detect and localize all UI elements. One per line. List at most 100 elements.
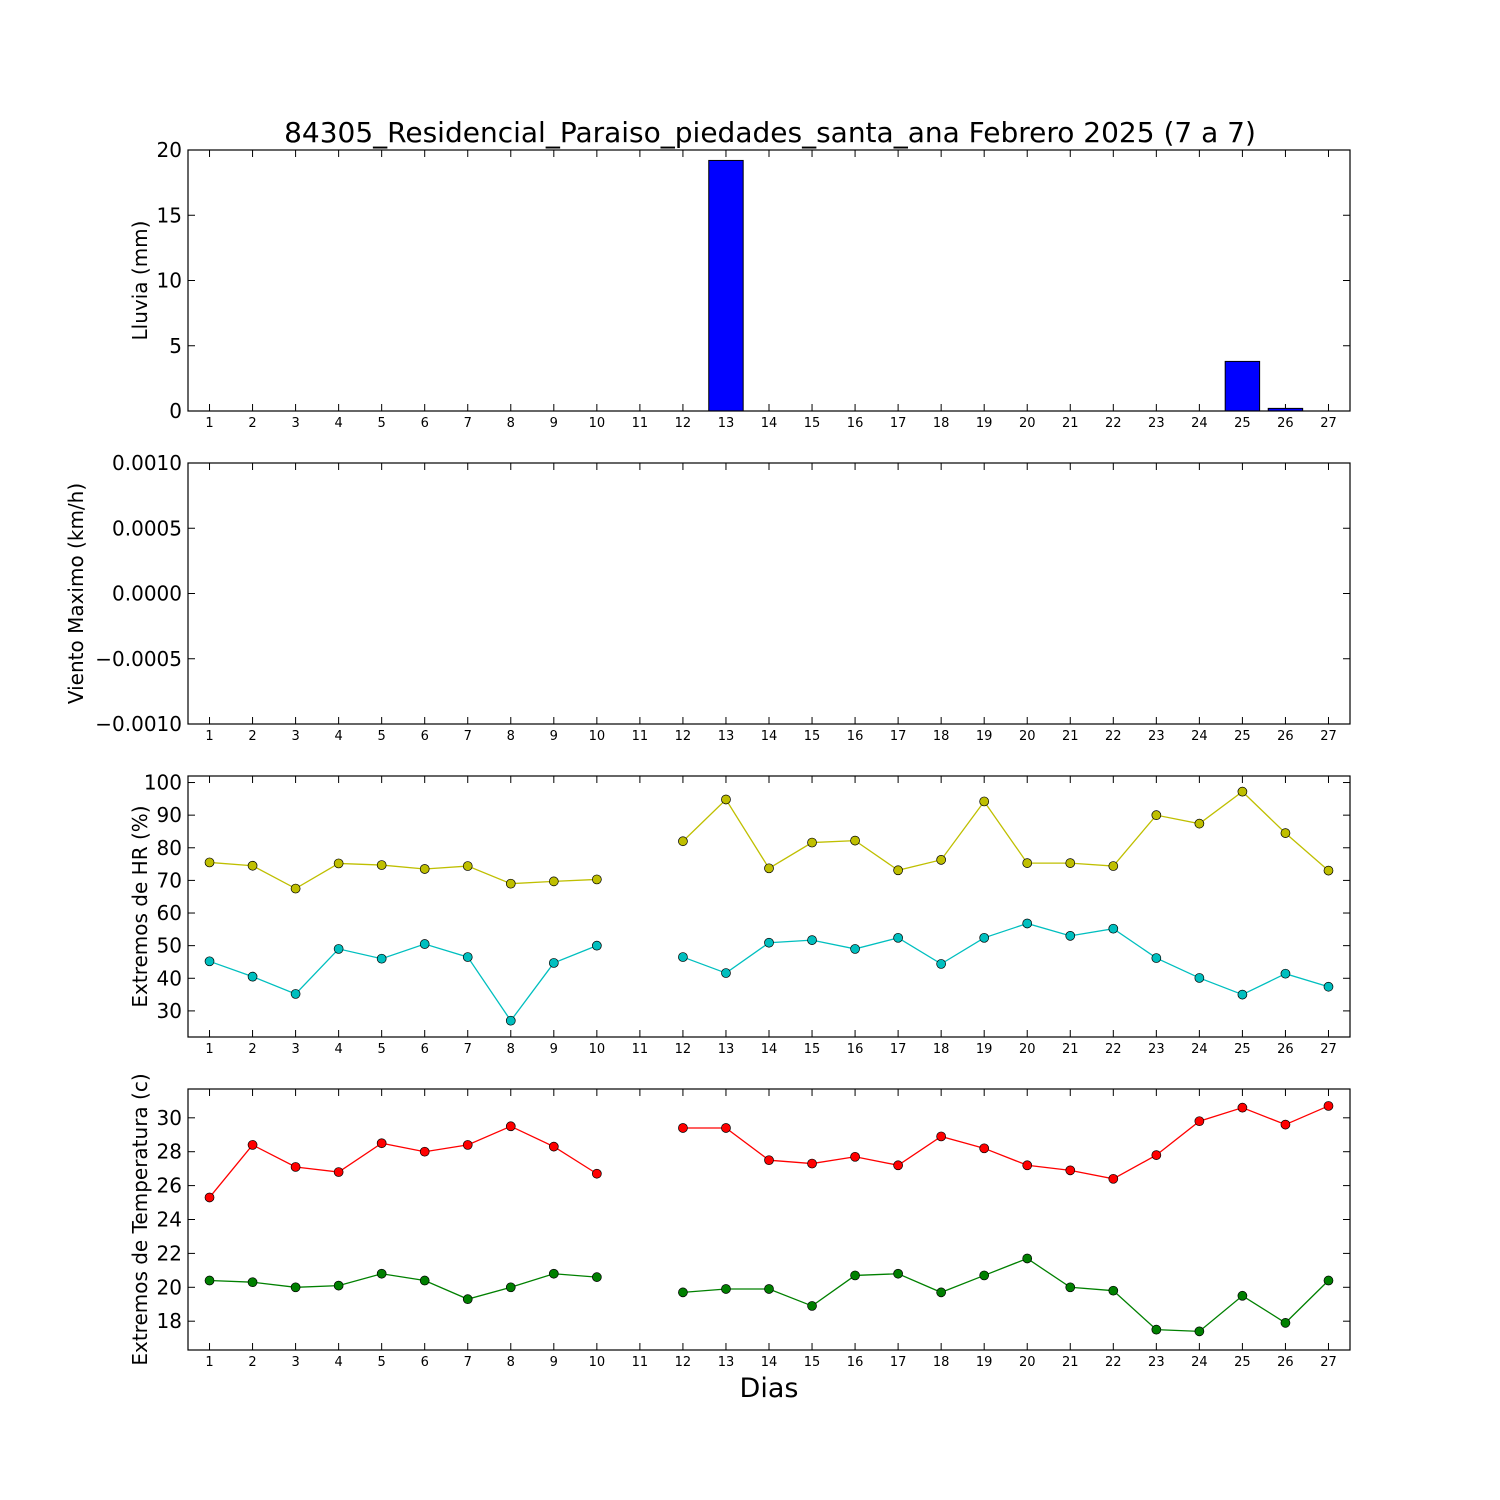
series-2-point-day-24 xyxy=(1194,1326,1205,1337)
x-tick-label: 21 xyxy=(1062,729,1079,744)
x-tick-label: 4 xyxy=(334,1355,342,1370)
series-1-point-day-27 xyxy=(1323,865,1334,876)
series-2-point-day-3 xyxy=(290,1282,301,1293)
series-1-point-day-22 xyxy=(1108,1173,1119,1184)
series-1-point-day-23 xyxy=(1151,1150,1162,1160)
series-1-point-day-6 xyxy=(419,864,430,874)
plot-frame xyxy=(187,1088,1351,1351)
series-1-point-day-15 xyxy=(807,1158,817,1169)
y-tick-label: 30 xyxy=(157,999,182,1023)
x-tick-label: 7 xyxy=(464,1355,472,1370)
x-tick-label: 25 xyxy=(1234,729,1251,744)
x-tick-label: 22 xyxy=(1105,729,1122,744)
x-tick-label: 10 xyxy=(589,416,606,431)
series-2-point-day-24 xyxy=(1194,973,1205,983)
series-2-point-day-22 xyxy=(1108,1285,1119,1296)
y-tick-label: 70 xyxy=(157,868,182,892)
y-axis-label: Extremos de HR (%) xyxy=(128,805,152,1007)
plot-frame xyxy=(187,775,1351,1038)
series-1-line xyxy=(682,790,1329,872)
series-1-point-day-9 xyxy=(548,876,559,887)
series-2-point-day-2 xyxy=(247,1277,258,1288)
series-1-point-day-3 xyxy=(290,1162,301,1172)
series-1-point-day-8 xyxy=(505,1121,516,1132)
x-tick-label: 10 xyxy=(589,1042,606,1057)
series-1-point-day-10 xyxy=(592,874,602,885)
series-1-point-day-13 xyxy=(721,794,731,805)
series-2-point-day-1 xyxy=(204,956,215,967)
x-tick-label: 21 xyxy=(1062,416,1079,431)
x-tick-label: 12 xyxy=(675,416,692,431)
series-1-point-day-26 xyxy=(1280,828,1291,838)
series-2-point-day-3 xyxy=(290,989,301,999)
series-2-line xyxy=(682,922,1329,996)
x-tick-label: 4 xyxy=(334,729,342,744)
x-tick-label: 22 xyxy=(1105,416,1122,431)
y-tick-label: 40 xyxy=(157,966,182,990)
series-1-point-day-27 xyxy=(1323,1101,1334,1111)
series-1-point-day-5 xyxy=(376,860,387,870)
x-tick-label: 26 xyxy=(1277,1042,1294,1057)
series-1-point-day-5 xyxy=(376,1138,387,1149)
x-tick-label: 24 xyxy=(1191,729,1208,744)
series-1-line xyxy=(209,861,597,890)
plot-frame xyxy=(187,149,1351,412)
x-tick-label: 26 xyxy=(1277,416,1294,431)
x-tick-label: 17 xyxy=(890,1042,907,1057)
y-tick-label: 24 xyxy=(157,1208,182,1232)
series-2-point-day-6 xyxy=(419,939,430,949)
x-tick-label: 7 xyxy=(464,416,472,431)
y-tick-label: 80 xyxy=(157,836,182,860)
x-tick-label: 25 xyxy=(1234,416,1251,431)
x-tick-label: 23 xyxy=(1148,1042,1165,1057)
y-tick-label: 22 xyxy=(157,1241,182,1265)
series-1-point-day-15 xyxy=(807,837,817,848)
x-tick-label: 25 xyxy=(1234,1355,1251,1370)
series-1-point-day-19 xyxy=(979,1143,990,1154)
x-tick-label: 22 xyxy=(1105,1355,1122,1370)
series-1-point-day-20 xyxy=(1022,1160,1033,1171)
series-1-point-day-18 xyxy=(936,854,946,865)
x-tick-label: 2 xyxy=(248,1042,256,1057)
x-tick-label: 5 xyxy=(378,1355,386,1370)
x-tick-label: 6 xyxy=(421,416,429,431)
x-tick-label: 18 xyxy=(933,1355,950,1370)
x-tick-label: 9 xyxy=(550,1355,558,1370)
series-2-point-day-5 xyxy=(376,1268,387,1279)
series-2-point-day-25 xyxy=(1237,989,1248,1000)
y-tick-label: 0.0010 xyxy=(112,451,182,475)
y-tick-label: 28 xyxy=(157,1140,182,1164)
series-2-point-day-8 xyxy=(505,1015,516,1026)
series-2-point-day-23 xyxy=(1151,953,1162,963)
x-tick-label: 19 xyxy=(976,729,993,744)
series-2-point-day-4 xyxy=(333,1280,344,1291)
x-tick-label: 21 xyxy=(1062,1042,1079,1057)
x-tick-label: 4 xyxy=(334,1042,342,1057)
x-tick-label: 5 xyxy=(378,1042,386,1057)
series-1-point-day-19 xyxy=(979,796,990,807)
x-tick-label: 8 xyxy=(507,1042,515,1057)
series-2-point-day-27 xyxy=(1323,981,1334,992)
series-2-line xyxy=(209,1273,597,1300)
series-1-point-day-25 xyxy=(1237,1102,1248,1113)
series-2-point-day-17 xyxy=(893,932,903,943)
x-tick-label: 26 xyxy=(1277,729,1294,744)
y-axis-label: Lluvia (mm) xyxy=(128,221,152,341)
series-2-point-day-14 xyxy=(764,937,774,948)
series-1-point-day-20 xyxy=(1022,858,1033,868)
series-2-point-day-20 xyxy=(1022,918,1033,929)
series-1-point-day-17 xyxy=(893,865,903,876)
series-1-point-day-14 xyxy=(764,1155,774,1166)
y-tick-label: 5 xyxy=(169,334,182,358)
x-tick-label: 6 xyxy=(421,1355,429,1370)
x-tick-label: 15 xyxy=(804,416,821,431)
x-tick-label: 15 xyxy=(804,1355,821,1370)
x-tick-label: 23 xyxy=(1148,729,1165,744)
y-tick-label: 20 xyxy=(157,1275,182,1299)
y-axis-label: Extremos de Temperatura (c) xyxy=(128,1073,152,1365)
x-tick-label: 23 xyxy=(1148,416,1165,431)
rain-bar-day-25 xyxy=(1224,360,1261,412)
series-2-point-day-10 xyxy=(592,1272,602,1282)
x-tick-label: 4 xyxy=(334,416,342,431)
